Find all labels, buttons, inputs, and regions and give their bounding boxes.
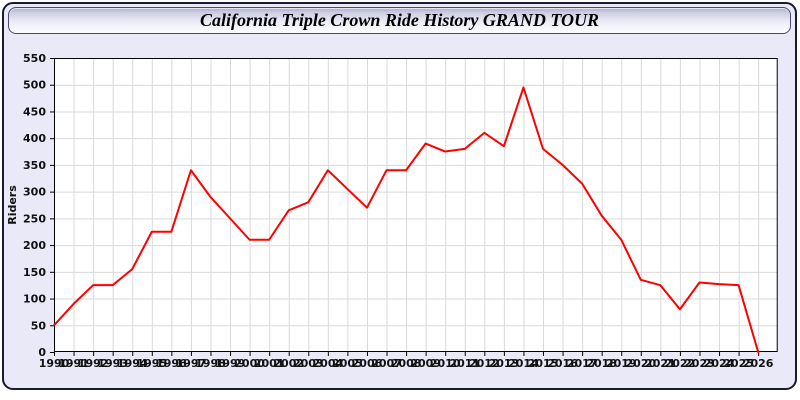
x-tick-label: 2024 (704, 357, 735, 370)
x-tick-label: 1999 (215, 357, 246, 370)
y-tick-labels: 0 50 100 150 200 250 300 350 400 450 500 550 (23, 52, 46, 359)
y-tick-label: 400 (23, 132, 46, 145)
y-tick-label: 50 (31, 319, 47, 332)
x-tick-label: 2011 (449, 357, 480, 370)
x-tick-label: 2000 (234, 357, 265, 370)
x-tick-label: 2012 (469, 357, 500, 370)
x-tick-label: 1995 (136, 357, 167, 370)
x-tick-label: 1990 (39, 357, 70, 370)
x-tick-label: 1996 (156, 357, 187, 370)
x-tick-label: 2001 (254, 357, 285, 370)
x-tick-label: 1993 (97, 357, 128, 370)
x-tick-label: 2019 (606, 357, 637, 370)
title-bar: California Triple Crown Ride History GRA… (8, 7, 791, 34)
x-tick-label: 2014 (508, 357, 539, 370)
x-tick-label: 1997 (176, 357, 207, 370)
x-tick-label: 2008 (391, 357, 422, 370)
x-tick-label: 2025 (723, 357, 754, 370)
y-tick-label: 500 (23, 79, 46, 92)
y-tick-label: 550 (23, 52, 46, 65)
y-tick-label: 200 (23, 239, 46, 252)
x-tick-label: 2020 (625, 357, 656, 370)
tick-marks (50, 58, 760, 356)
y-tick-label: 250 (23, 212, 46, 225)
x-tick-labels: 1990199119921993199419951996199719981999… (39, 357, 774, 370)
x-tick-label: 2023 (684, 357, 715, 370)
y-axis-title: Riders (6, 185, 19, 225)
series-line-riders (53, 86, 760, 353)
x-tick-label: 2002 (273, 357, 304, 370)
x-tick-label: 2022 (665, 357, 696, 370)
x-tick-label: 2007 (371, 357, 402, 370)
x-tick-label: 1994 (117, 357, 148, 370)
y-tick-label: 0 (38, 346, 46, 359)
plot-area (54, 58, 778, 352)
x-tick-label: 2010 (430, 357, 461, 370)
y-tick-label: 100 (23, 293, 46, 306)
x-tick-label: 2013 (489, 357, 520, 370)
x-tick-label: 2009 (410, 357, 441, 370)
y-tick-label: 350 (23, 159, 46, 172)
y-tick-label: 300 (23, 186, 46, 199)
x-tick-label: 2004 (313, 357, 344, 370)
x-tick-label: 2016 (547, 357, 578, 370)
x-tick-label: 2015 (528, 357, 559, 370)
x-tick-label: 2017 (567, 357, 598, 370)
chart-title: California Triple Crown Ride History GRA… (199, 10, 600, 30)
x-tick-label: 2006 (352, 357, 383, 370)
x-tick-label: 2018 (586, 357, 617, 370)
x-tick-label: 1991 (58, 357, 89, 370)
y-tick-label: 150 (23, 266, 46, 279)
x-tick-label: 2021 (645, 357, 676, 370)
y-tick-label: 450 (23, 105, 46, 118)
plot-frame (54, 58, 778, 352)
x-tick-label: 2026 (743, 357, 774, 370)
x-tick-label: 1992 (78, 357, 109, 370)
x-tick-label: 1998 (195, 357, 226, 370)
x-tick-label: 2005 (332, 357, 363, 370)
x-tick-label: 2003 (293, 357, 324, 370)
